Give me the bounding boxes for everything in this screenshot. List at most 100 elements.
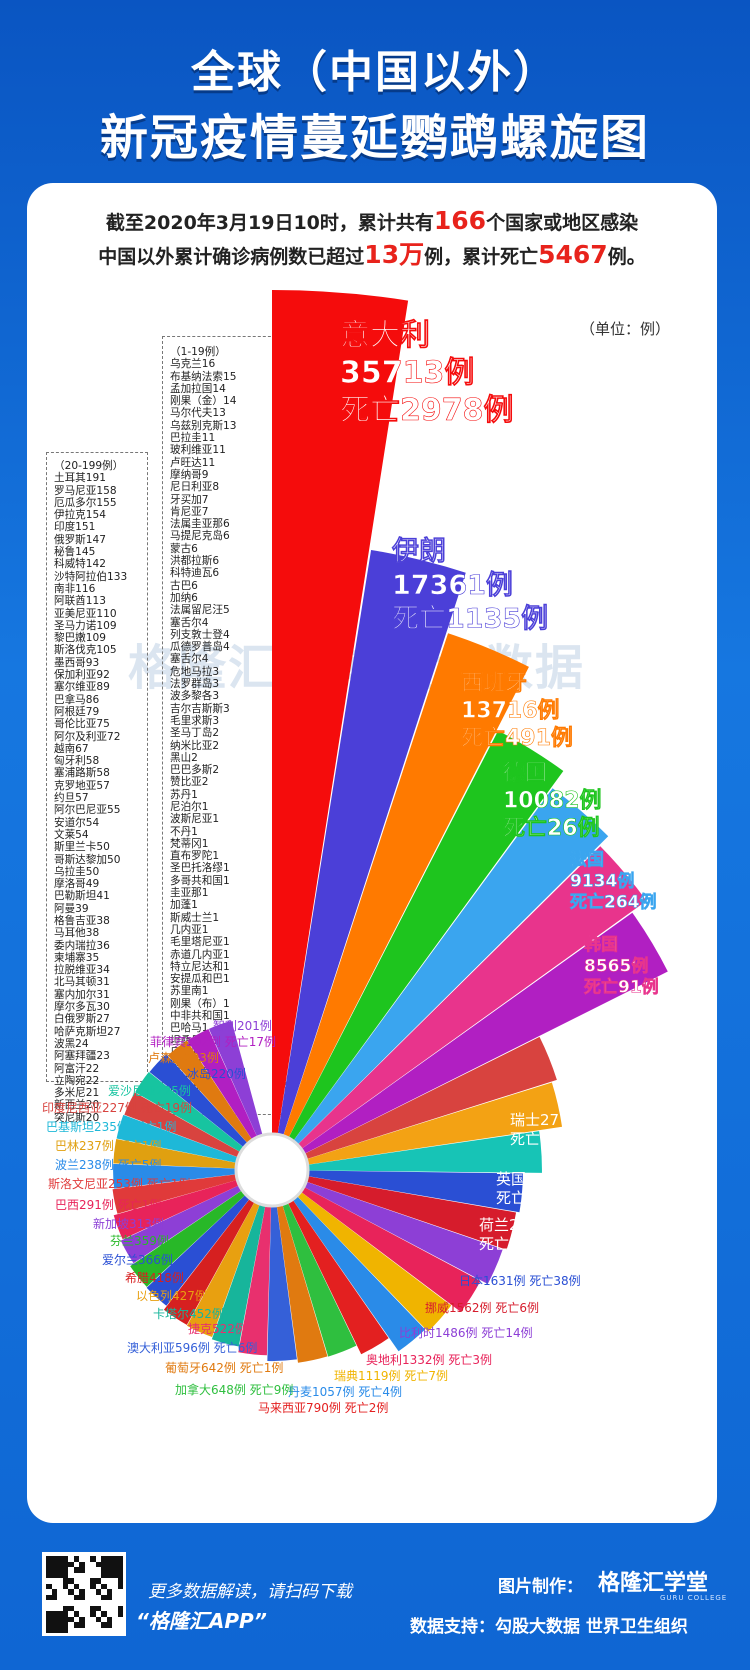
qr-module	[46, 1611, 52, 1617]
rose-segment-15	[294, 1189, 452, 1332]
qr-module	[62, 1556, 68, 1562]
qr-module	[68, 1578, 74, 1584]
list-item: 科威特142	[54, 558, 107, 571]
rose-segment-17	[285, 1196, 389, 1355]
list-item: 乌克兰16	[170, 358, 216, 371]
list-item: 阿曼39	[54, 902, 89, 915]
segment-label-7: 美国7769例	[567, 1038, 650, 1056]
qr-module	[106, 1556, 112, 1562]
qr-module	[57, 1622, 63, 1628]
list-item: 匈牙利58	[54, 755, 100, 768]
qr-module	[68, 1616, 74, 1622]
list-item: 卢旺达11	[170, 456, 216, 469]
list-item: 塞舌尔4	[170, 616, 209, 629]
list-item: 赤道几内亚1	[170, 948, 230, 961]
segment-label-3: 13716例	[461, 699, 560, 724]
list-item: 柬埔寨35	[54, 951, 100, 964]
segment-label-5: 法国	[570, 849, 604, 870]
rose-segment-16	[290, 1193, 426, 1352]
rose-segment-22	[211, 1200, 267, 1347]
brand-logo: 格隆汇学堂	[598, 1571, 709, 1596]
list-item: 刚果（金）14	[170, 395, 237, 408]
segment-label-2: 伊朗	[391, 536, 446, 567]
segment-label-3: 西班牙	[461, 671, 527, 696]
rose-segment-38	[208, 1020, 264, 1141]
list-item: 玻利维亚11	[170, 444, 226, 457]
segment-label-26: 芬兰359例	[110, 1234, 169, 1248]
qr-module	[51, 1611, 57, 1617]
qr-module	[106, 1567, 112, 1573]
rose-segment-12	[302, 1175, 517, 1250]
qr-module	[106, 1594, 112, 1600]
rose-segment-30	[113, 1163, 241, 1189]
segment-label-4: 德国	[503, 760, 547, 786]
segment-label-19: 葡萄牙642例 死亡1例	[165, 1361, 283, 1375]
qr-module	[46, 1556, 52, 1562]
qr-module	[79, 1594, 85, 1600]
qr-module	[95, 1616, 101, 1622]
center-ring	[234, 1132, 310, 1208]
qr-module	[51, 1627, 57, 1633]
list-item: 文莱54	[54, 828, 89, 841]
qr-module	[62, 1572, 68, 1578]
list-item: 斯里兰卡50	[54, 841, 110, 854]
segment-label-1: 死亡2978例	[340, 393, 514, 428]
qr-module	[90, 1578, 96, 1584]
list-item: 法罗群岛3	[170, 678, 220, 691]
rose-segment-1	[272, 290, 409, 1139]
qr-module	[106, 1616, 112, 1622]
list-item: 安提瓜和巴1	[170, 973, 230, 986]
segment-label-11: 日本1631例 死亡38例	[459, 1274, 581, 1288]
list-item: 格鲁吉亚38	[54, 914, 110, 927]
qr-module	[117, 1578, 123, 1584]
rose-segment-28	[113, 1178, 243, 1240]
list-item: 哥伦比亚75	[54, 718, 110, 731]
rose-segment-32	[116, 1114, 242, 1164]
segment-label-21: 捷克522例	[188, 1322, 247, 1336]
segment-label-10: 荷兰2051例	[479, 1216, 562, 1234]
list-item: 梵蒂冈1	[170, 837, 209, 850]
list-item: 圭亚那1	[170, 887, 209, 900]
list-item: 塞内加尔31	[54, 988, 110, 1001]
list-item: 委内瑞拉36	[54, 939, 110, 952]
list-item: 蒙古6	[170, 542, 198, 555]
segment-label-38: 智利201例	[213, 1018, 272, 1033]
list-item: 肯尼亚7	[170, 505, 209, 518]
segment-label-3: 死亡491例	[461, 725, 573, 751]
list-item: 法属留尼汪5	[170, 604, 230, 617]
rose-segment-3	[281, 633, 529, 1142]
list-item: 巴勒斯坦41	[54, 890, 110, 903]
list-item: 纳米比亚2	[170, 739, 220, 752]
list-item: 不丹1	[170, 825, 198, 838]
list-item: 拉脱维亚34	[54, 964, 110, 977]
qr-module	[117, 1583, 123, 1589]
segment-label-1: 35713例	[340, 356, 474, 391]
list-item: 塞浦路斯58	[54, 767, 110, 780]
list-item: 印度151	[54, 521, 96, 534]
qr-module	[79, 1616, 85, 1622]
rose-segment-27	[120, 1183, 246, 1264]
rose-segment-2	[277, 550, 466, 1140]
segment-label-32: 巴基斯坦235例 死亡1例	[46, 1120, 176, 1134]
qr-code[interactable]	[42, 1552, 126, 1636]
list-item: 圣马力诺109	[54, 619, 117, 632]
qr-module	[112, 1556, 118, 1562]
qr-module	[62, 1578, 68, 1584]
rose-segment-24	[163, 1195, 257, 1325]
list-item: 马尔代夫13	[170, 407, 226, 420]
rose-segment-26	[130, 1187, 249, 1287]
rose-segment-33	[124, 1092, 245, 1159]
list-item: 乌拉圭50	[54, 865, 100, 878]
list-item: 沙特阿拉伯133	[54, 570, 128, 583]
intro-text-1c: 个国家或地区感染	[486, 212, 639, 234]
rose-segment-37	[187, 1028, 259, 1144]
list-item: 直布罗陀1	[170, 850, 220, 863]
list-box-20-199	[46, 452, 148, 1082]
qr-module	[79, 1622, 85, 1628]
list-item: 哥斯达黎加50	[54, 853, 121, 866]
segment-label-6: 8565例	[584, 955, 648, 976]
segment-label-5: 死亡264例	[570, 892, 657, 913]
rose-segment-8	[300, 1036, 557, 1161]
qr-module	[57, 1556, 63, 1562]
